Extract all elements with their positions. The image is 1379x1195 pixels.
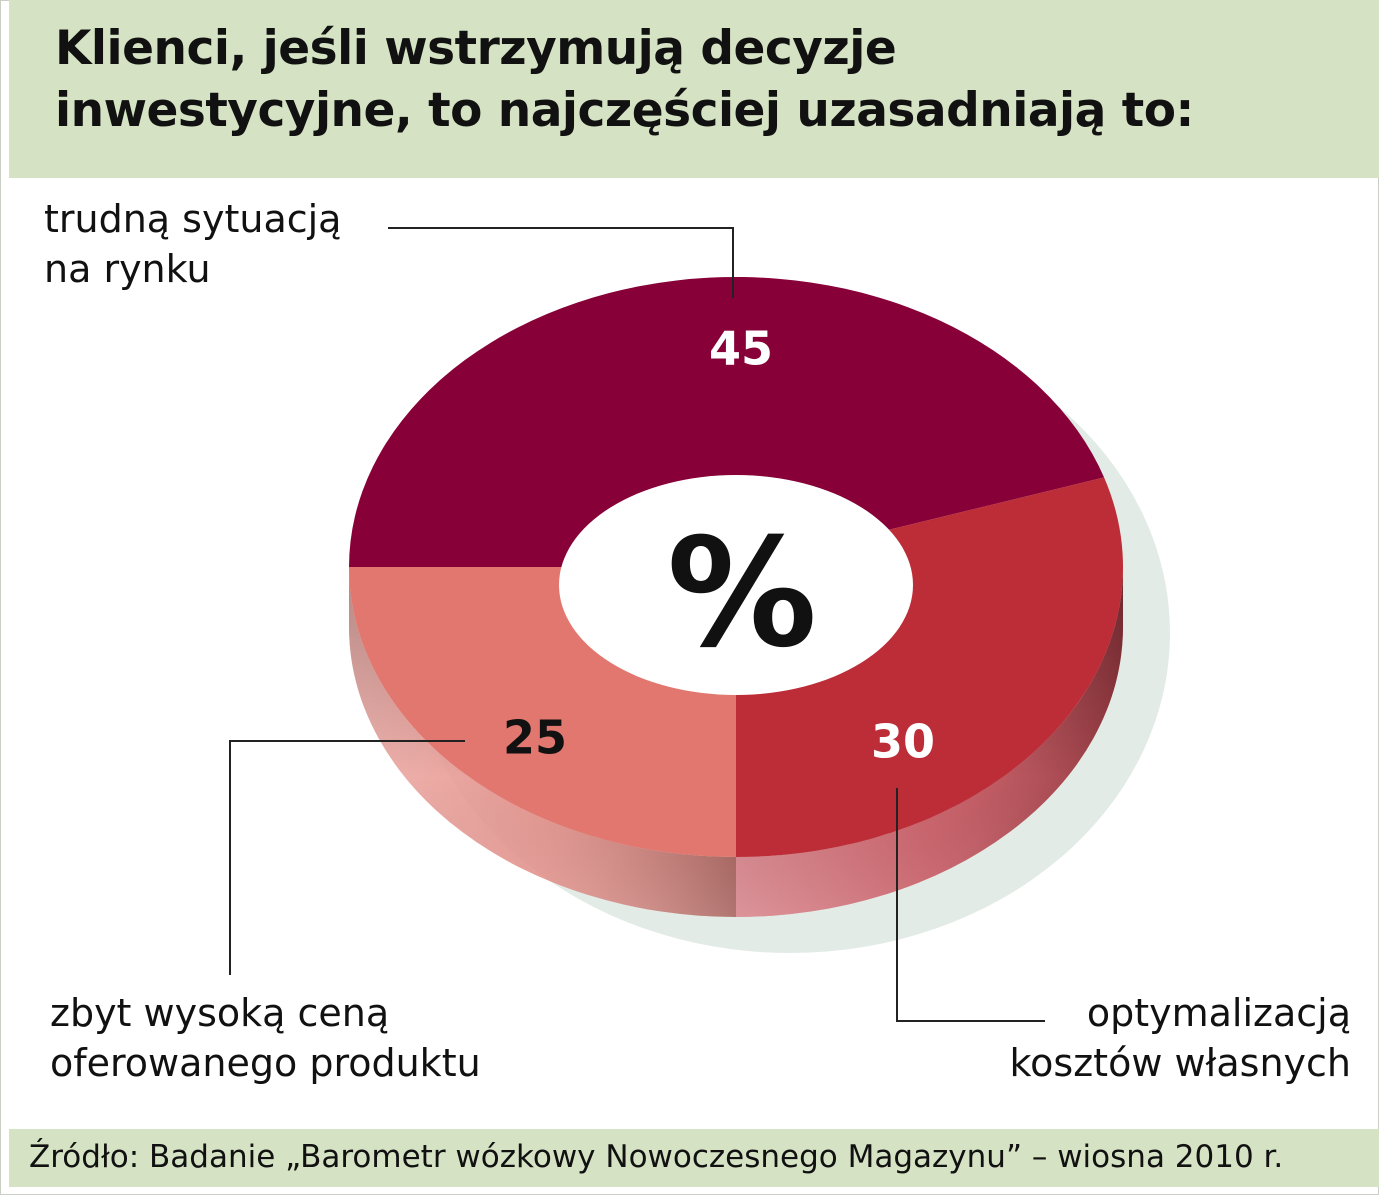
slice-label-market-line-2: na rynku	[44, 247, 211, 291]
leader-line-market	[388, 227, 734, 298]
slice-label-costs-line-1: optymalizacją	[1086, 991, 1351, 1035]
leader-line-costs	[896, 788, 1045, 1022]
chart-title-line-2: inwestycyjne, to najczęściej uzasadniają…	[55, 83, 1194, 138]
slice-label-costs: optymalizacją kosztów własnych	[1010, 988, 1351, 1088]
slice-label-market-line-1: trudną sytuacją	[44, 197, 342, 241]
value-label-price: 25	[503, 711, 567, 765]
title-banner: Klienci, jeśli wstrzymują decyzje inwest…	[9, 0, 1379, 178]
donut-hole	[559, 475, 913, 695]
source-note: Źródło: Badanie „Barometr wózkowy Nowocz…	[29, 1139, 1284, 1175]
slice-market	[349, 277, 1105, 567]
leader-line-price	[229, 740, 465, 975]
slice-label-costs-line-2: kosztów własnych	[1009, 1041, 1351, 1085]
value-label-market: 45	[709, 322, 773, 376]
slice-label-price-line-1: zbyt wysoką ceną	[50, 991, 390, 1035]
chart-title-line-1: Klienci, jeśli wstrzymują decyzje	[55, 21, 897, 76]
value-label-costs: 30	[871, 715, 935, 769]
slice-side-costs-shade-v	[736, 567, 1123, 917]
slice-label-price: zbyt wysoką ceną oferowanego produktu	[50, 988, 481, 1088]
source-banner: Źródło: Badanie „Barometr wózkowy Nowocz…	[9, 1129, 1379, 1187]
chart-title: Klienci, jeśli wstrzymują decyzje inwest…	[55, 18, 1194, 142]
leader-lines	[229, 227, 1045, 1022]
slice-label-price-line-2: oferowanego produktu	[50, 1041, 481, 1085]
slice-label-market: trudną sytuacją na rynku	[44, 194, 341, 294]
center-percent-sign: %	[667, 507, 817, 681]
